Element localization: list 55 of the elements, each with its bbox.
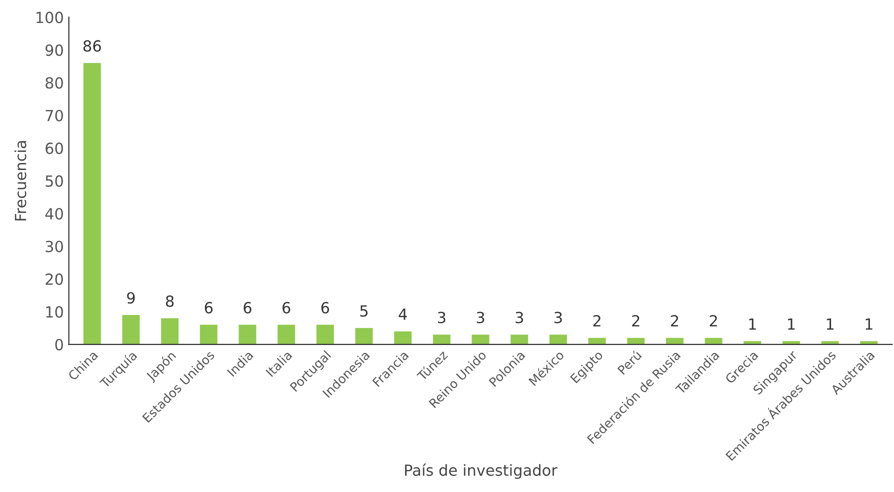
bar bbox=[510, 334, 528, 344]
data-label: 2 bbox=[632, 315, 640, 326]
y-tick-label: 40 bbox=[45, 208, 63, 220]
bar bbox=[666, 338, 684, 344]
y-tick-label: 80 bbox=[46, 77, 63, 89]
data-label: 1 bbox=[749, 318, 756, 330]
data-label: 9 bbox=[127, 292, 135, 304]
y-tick-label: 70 bbox=[46, 110, 63, 122]
data-label: 6 bbox=[204, 302, 213, 314]
bar bbox=[122, 314, 140, 344]
bar bbox=[278, 324, 296, 344]
bar bbox=[588, 338, 606, 344]
bar bbox=[782, 341, 800, 344]
data-label: 4 bbox=[398, 308, 407, 320]
data-label: 2 bbox=[710, 315, 717, 326]
data-label: 1 bbox=[788, 318, 795, 330]
bar bbox=[394, 331, 412, 344]
bar bbox=[238, 324, 256, 344]
data-label: 1 bbox=[866, 318, 872, 330]
data-label: 6 bbox=[282, 302, 290, 314]
bar bbox=[355, 328, 373, 344]
y-tick-label: 50 bbox=[46, 175, 63, 187]
y-tick-label: 0 bbox=[55, 338, 63, 350]
bar bbox=[432, 334, 450, 344]
data-label: 1 bbox=[826, 318, 834, 330]
data-label: 6 bbox=[321, 302, 330, 314]
bar bbox=[704, 338, 722, 344]
y-tick-label: 20 bbox=[46, 273, 63, 285]
bar bbox=[200, 324, 218, 344]
bar bbox=[627, 338, 645, 344]
data-label: 3 bbox=[554, 312, 562, 324]
data-label: 3 bbox=[438, 312, 446, 324]
y-tick-label: 90 bbox=[46, 44, 63, 56]
y-tick-label: 30 bbox=[46, 240, 63, 252]
bar bbox=[549, 334, 567, 344]
bar bbox=[744, 341, 762, 344]
bar bbox=[821, 341, 839, 344]
bar bbox=[83, 63, 101, 344]
bar bbox=[161, 318, 179, 344]
bar bbox=[860, 341, 878, 344]
bar bbox=[316, 324, 334, 344]
bar bbox=[472, 334, 490, 344]
data-label: 3 bbox=[516, 312, 523, 324]
data-label: 2 bbox=[670, 315, 678, 326]
x-axis-title: País de investigador bbox=[405, 464, 558, 479]
data-label: 8 bbox=[166, 295, 174, 307]
data-label: 2 bbox=[593, 315, 600, 326]
y-tick-label: 100 bbox=[36, 12, 63, 24]
data-label: 3 bbox=[476, 312, 484, 324]
y-tick-label: 60 bbox=[46, 142, 63, 154]
data-label: 5 bbox=[360, 305, 368, 317]
data-label: 6 bbox=[244, 302, 252, 314]
y-tick-label: 10 bbox=[46, 306, 63, 318]
y-axis-title: Frecuencia bbox=[14, 141, 26, 220]
data-label: 86 bbox=[83, 40, 101, 52]
